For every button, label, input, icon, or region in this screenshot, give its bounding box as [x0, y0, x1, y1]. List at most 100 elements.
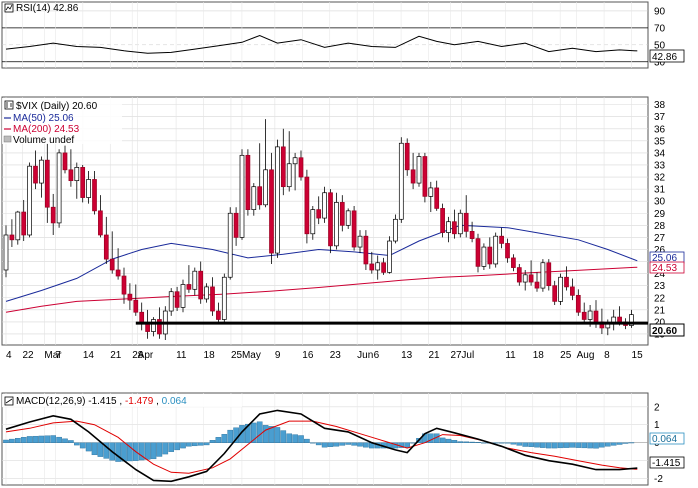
macd-hist-bar-21 — [127, 442, 133, 462]
macd-hist-bar-1 — [9, 438, 15, 443]
price-tick-label-26: 26 — [654, 245, 666, 256]
price-symbol-label: $VIX (Daily) 20.60 — [16, 101, 98, 112]
date-tick-label-12: 9 — [275, 350, 281, 361]
macd-hist-bar-61 — [363, 442, 369, 448]
close-value-label: 20.60 — [652, 326, 677, 337]
date-tick-label-0: 4 — [6, 350, 12, 361]
macd-hist-bar-23 — [138, 442, 145, 461]
rsi-value-badge: 42.86 — [649, 49, 685, 63]
candle-body-45 — [269, 169, 274, 254]
candle-body-54 — [322, 192, 327, 219]
macd-hist-bar-30 — [180, 442, 186, 449]
price-tick-label-23: 23 — [654, 281, 666, 292]
candle-body-30 — [180, 284, 186, 308]
rsi-tick-label-70: 70 — [654, 23, 666, 34]
candle-body-92 — [546, 262, 552, 287]
macd-hist-bar-104 — [616, 442, 623, 445]
macd-line — [5, 409, 638, 483]
candle-body-62 — [369, 263, 375, 271]
macd-hist-bar-97 — [575, 442, 582, 448]
candle-body-36 — [216, 310, 221, 320]
candle-body-1 — [9, 234, 15, 241]
candle-body-97 — [575, 294, 581, 313]
macd-hist-bar-86 — [510, 442, 517, 445]
macd-hist-bar-31 — [186, 442, 192, 447]
macd-label-value: -1.415 — [88, 396, 117, 407]
rsi-tick-label-50: 50 — [654, 40, 666, 51]
candle-body-28 — [168, 291, 174, 312]
macd-tick-label-2: 2 — [654, 402, 660, 413]
candle-body-86 — [511, 257, 516, 268]
macd-hist-bar-19 — [115, 442, 121, 462]
macd-hist-bar-72 — [428, 433, 434, 443]
candle-body-70 — [416, 156, 422, 184]
date-tick-label-1: 22 — [22, 350, 34, 361]
candle-body-64 — [381, 262, 386, 273]
candle-body-66 — [393, 218, 398, 242]
price-tick-label-27: 27 — [654, 233, 666, 244]
macd-value-box — [649, 456, 685, 469]
candle-body-11 — [68, 169, 74, 182]
macd-hist-bar-25 — [150, 442, 157, 460]
macd-hist-bar-34 — [203, 442, 210, 446]
rsi-grid — [2, 2, 648, 68]
date-tick-label-14: 23 — [330, 350, 342, 361]
candle-body-91 — [540, 262, 546, 289]
price-legend-bg — [2, 98, 122, 144]
candle-body-4 — [27, 165, 32, 236]
candle-body-75 — [446, 221, 451, 233]
macd-hist-bar-16 — [97, 442, 104, 457]
macd-hist-bar-69 — [410, 442, 416, 444]
price-tick-label-33: 33 — [654, 160, 666, 171]
price-tick-label-35: 35 — [654, 136, 666, 147]
candle-body-9 — [56, 152, 62, 224]
candle-body-43 — [257, 186, 263, 206]
ma200-legend-label: MA(200) 24.53 — [13, 124, 80, 135]
macd-hist-bar-76 — [451, 440, 458, 443]
candle-body-0 — [3, 234, 9, 271]
candle-body-47 — [280, 146, 286, 188]
macd-hist-bar-84 — [498, 442, 505, 444]
macd-hist-bar-90 — [534, 442, 540, 448]
macd-hist-bar-6 — [38, 435, 45, 443]
candle-body-56 — [334, 202, 339, 247]
price-legend-swatch — [4, 100, 14, 110]
macd-legend-comma-1: , — [119, 396, 125, 407]
macd-hist-bar-57 — [339, 442, 346, 446]
candle-body-49 — [292, 157, 298, 165]
rsi-line — [5, 34, 638, 54]
rsi-legend: RSI(14) 42.86 — [4, 3, 79, 14]
candle-body-52 — [310, 209, 316, 235]
date-tick-label-10: 25 — [231, 350, 243, 361]
macd-hist-bar-32 — [191, 442, 198, 447]
macd-hist-bar-80 — [475, 442, 481, 443]
ma50-legend-label: MA(50) 25.06 — [13, 113, 74, 124]
price-right-labels: 25.06 24.53 20.60 — [649, 251, 685, 337]
macd-hist-bar-55 — [327, 442, 334, 447]
macd-hist-bar-28 — [168, 442, 175, 452]
macd-frame — [1, 392, 649, 486]
macd-hist-bar-3 — [20, 437, 27, 443]
macd-hist-value-box — [649, 432, 685, 445]
price-panel: 1920212223242526272829303132333435363738… — [1, 96, 685, 346]
macd-hist-bar-37 — [221, 434, 228, 443]
date-tick-label-23: 25 — [560, 350, 572, 361]
date-tick-label-19: 27 — [450, 350, 462, 361]
candle-body-68 — [404, 142, 410, 171]
macd-right-label: -1.415 — [652, 458, 681, 469]
date-tick-label-26: 15 — [632, 350, 644, 361]
macd-tick-label-1: 1 — [654, 420, 660, 431]
candle-body-23 — [139, 311, 145, 324]
candle-body-17 — [103, 234, 109, 260]
candle-body-53 — [316, 209, 322, 219]
macd-hist-bar-36 — [215, 437, 222, 443]
macd-hist-bar-68 — [404, 442, 411, 448]
volume-legend-swatch — [3, 135, 12, 143]
candle-body-98 — [581, 311, 587, 320]
macd-hist-bar-85 — [504, 442, 511, 444]
candle-body-71 — [422, 156, 428, 197]
macd-legend: MACD(12,26,9) -1.415 , -1.479 , 0.064 — [2, 394, 242, 407]
macd-hist-bar-12 — [73, 442, 80, 446]
price-tick-label-32: 32 — [654, 173, 666, 184]
